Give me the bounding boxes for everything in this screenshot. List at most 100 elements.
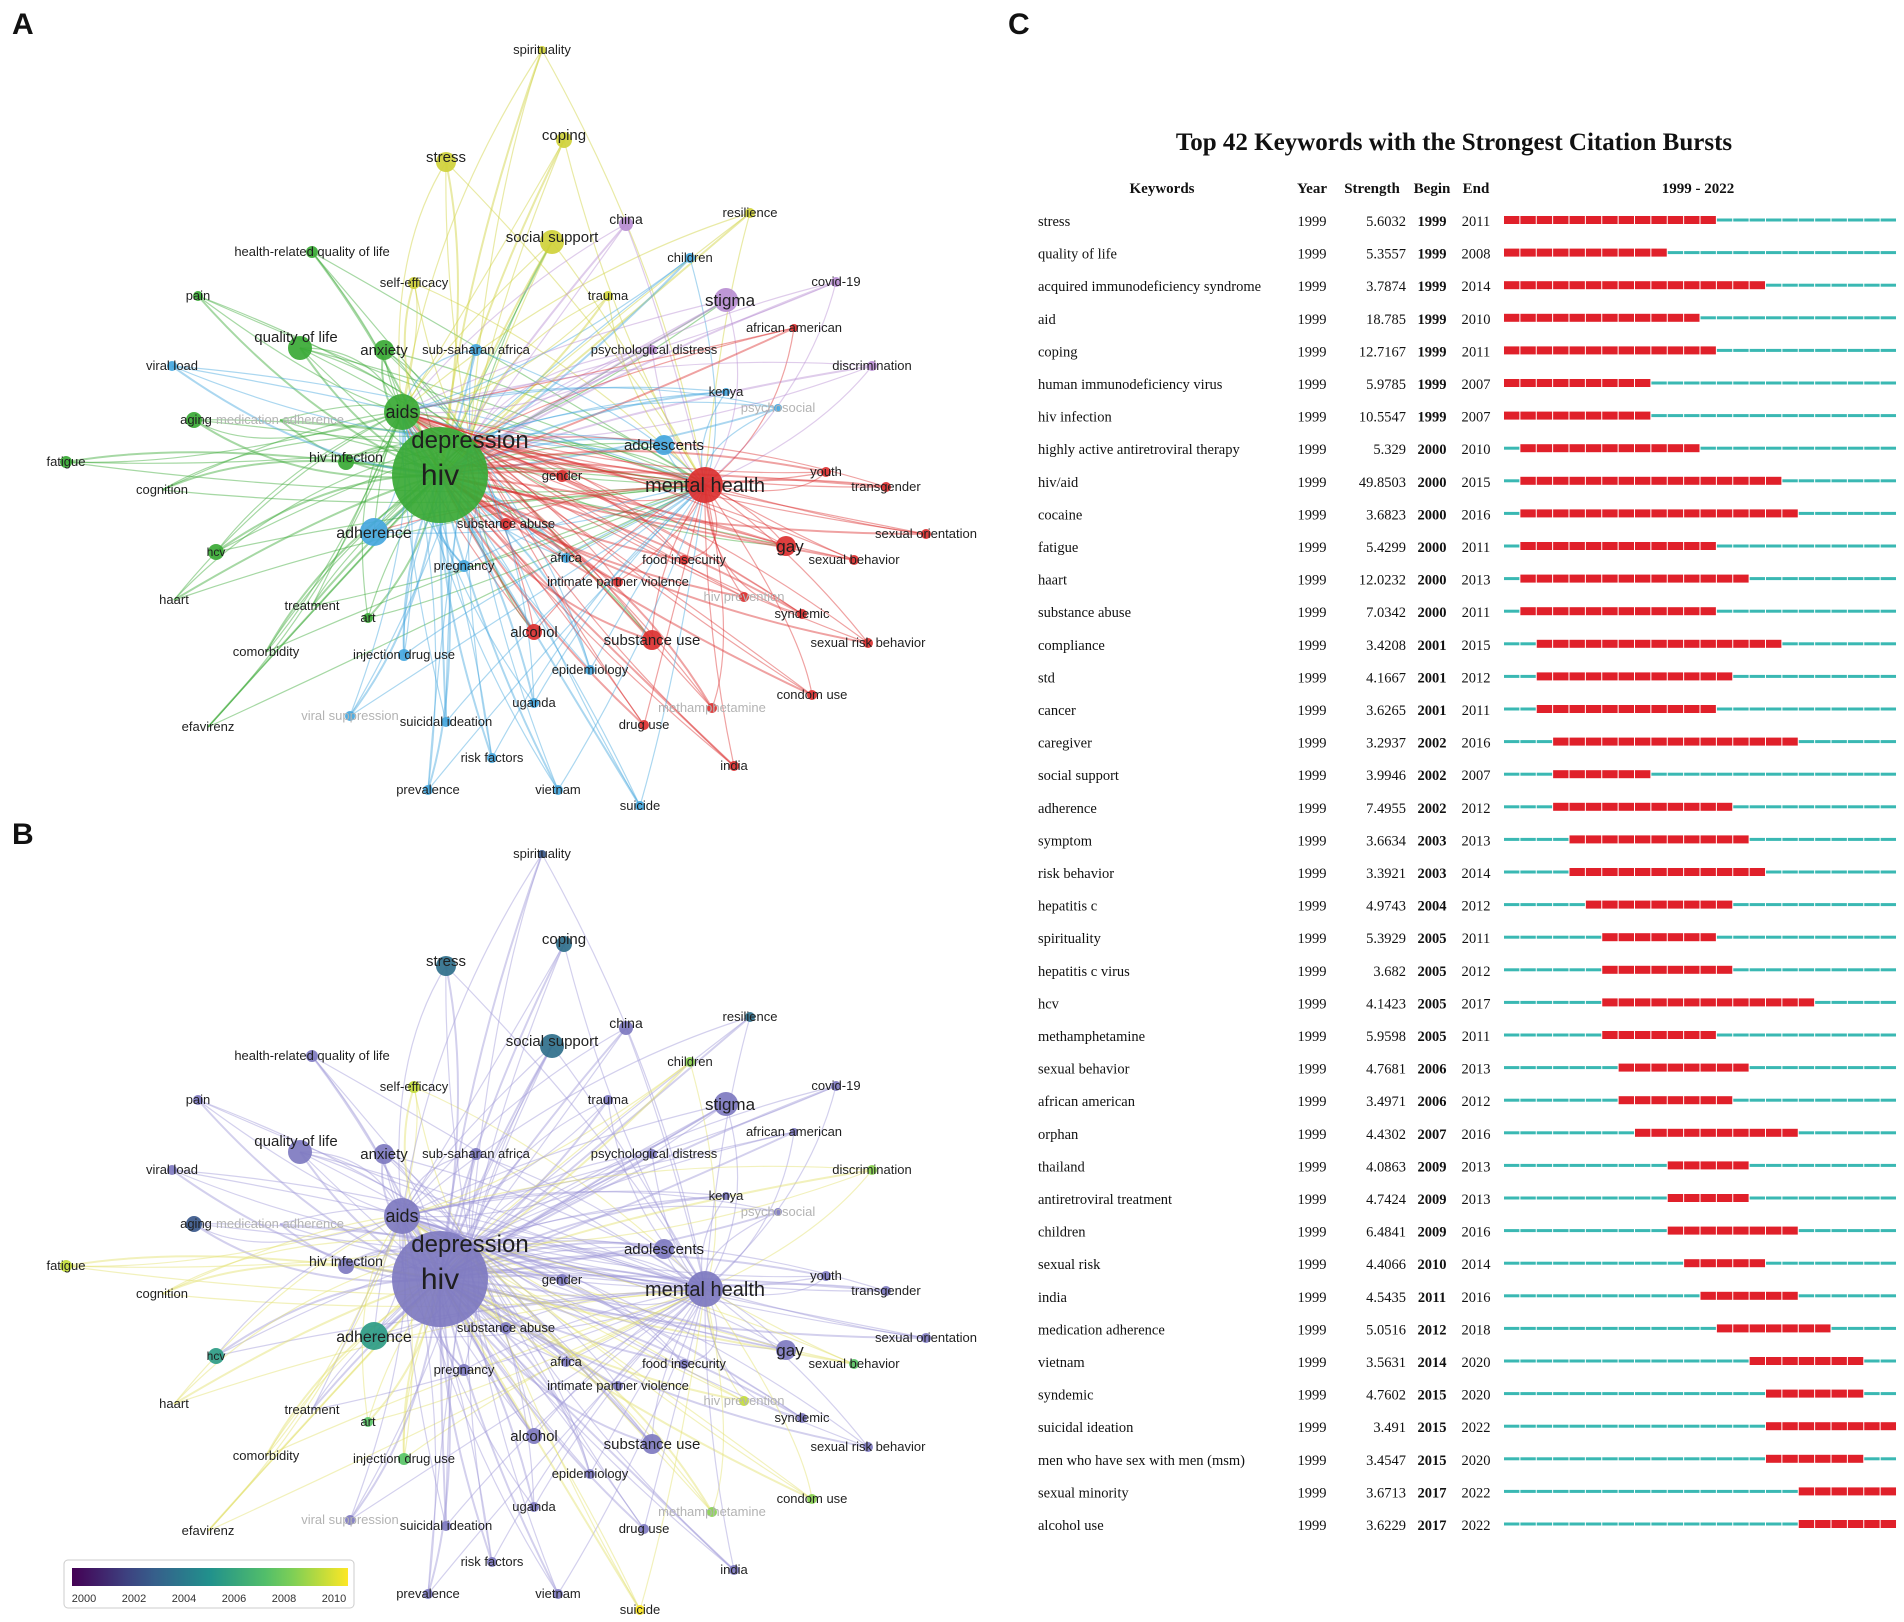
timeline-cell [1602, 1261, 1618, 1265]
timeline-cell [1782, 1422, 1798, 1431]
edge [704, 281, 837, 486]
node-label-adherence: adherence [336, 1329, 412, 1346]
timeline-cell [1815, 1229, 1831, 1233]
timeline-cell [1635, 1096, 1651, 1105]
edge [651, 484, 706, 641]
node-label-art: art [360, 610, 376, 625]
timeline-cell [1569, 802, 1585, 811]
timeline-cell [1585, 1196, 1602, 1200]
timeline-cell [1880, 837, 1897, 841]
node-label-hiv-prevention: hiv prevention [704, 589, 785, 604]
timeline-cell [1766, 1291, 1782, 1300]
row-begin: 2009 [1418, 1159, 1447, 1175]
edge [469, 1243, 745, 1402]
column-header-1999-2022: 1999 - 2022 [1662, 181, 1735, 197]
edge [704, 484, 725, 709]
edge [563, 943, 706, 1290]
edge [401, 1215, 887, 1292]
node-label-sexual-behavior: sexual behavior [808, 1356, 900, 1371]
node-label-aging: aging [180, 1216, 212, 1231]
node-label-transgender: transgender [851, 1283, 921, 1298]
timeline-cell [1733, 1424, 1749, 1428]
timeline-cell [1798, 218, 1815, 222]
timeline-cell [1798, 446, 1815, 450]
timeline-cell [1880, 316, 1897, 320]
timeline-cell [1651, 1457, 1667, 1461]
timeline-cell [1667, 313, 1684, 322]
timeline-cell [1782, 509, 1798, 518]
row-strength: 3.6713 [1366, 1485, 1406, 1501]
row-strength: 3.4208 [1366, 638, 1406, 654]
edge [401, 1085, 837, 1217]
timeline-cell [1651, 1196, 1667, 1200]
timeline-cell [1520, 379, 1536, 387]
timeline-cell [1847, 1422, 1864, 1431]
row-begin: 2009 [1418, 1225, 1447, 1241]
edge [445, 965, 706, 1290]
edge [704, 1288, 803, 1419]
edge [445, 161, 706, 486]
timeline-cell [1880, 1163, 1897, 1167]
timeline-cell [1831, 544, 1847, 548]
timeline-cell [1847, 968, 1864, 972]
node-label-substance-use: substance use [604, 632, 701, 649]
edge [299, 347, 706, 486]
timeline-cell [1864, 316, 1880, 320]
node-children [685, 1057, 695, 1067]
timeline-cell [1700, 446, 1716, 450]
burst-row: aid 1999 18.785 1999 2010 [1038, 312, 1897, 328]
row-end: 2007 [1462, 377, 1491, 393]
edge [439, 1278, 869, 1448]
row-year: 1999 [1298, 214, 1327, 230]
timeline-cell [1569, 672, 1585, 681]
timeline-cell [1684, 1424, 1700, 1428]
timeline-cell [1815, 316, 1831, 320]
edge [704, 1283, 887, 1292]
timeline-cell [1569, 1229, 1585, 1233]
timeline-cell [1831, 1294, 1847, 1298]
timeline-cell [1831, 1066, 1847, 1070]
timeline-cell [1618, 1096, 1635, 1105]
timeline-cell [1585, 737, 1602, 746]
timeline-cell [1602, 900, 1618, 909]
timeline-cell [1569, 1457, 1585, 1461]
timeline-cell [1651, 542, 1667, 550]
timeline-cell [1880, 446, 1897, 450]
node-resilience [745, 1012, 755, 1022]
timeline-cell [1602, 1098, 1618, 1102]
row-strength: 5.4299 [1366, 540, 1406, 556]
row-year: 1999 [1298, 344, 1327, 360]
timeline-cell [1716, 672, 1733, 681]
timeline-cell [1749, 544, 1766, 548]
timeline-cell [1831, 1163, 1847, 1167]
node-label-pregnancy: pregnancy [434, 1362, 495, 1377]
timeline-cell [1847, 479, 1864, 483]
row-strength: 3.4971 [1366, 1094, 1406, 1110]
row-strength: 7.0342 [1366, 605, 1406, 621]
node-anxiety [374, 340, 394, 360]
timeline-cell [1520, 1261, 1536, 1265]
row-end: 2020 [1462, 1355, 1491, 1371]
edge [401, 281, 837, 413]
timeline-cell [1504, 479, 1520, 483]
timeline-cell [1536, 1457, 1553, 1461]
timeline-cell [1749, 281, 1766, 290]
timeline-cell [1684, 1359, 1700, 1363]
timeline-cell [1831, 414, 1847, 418]
row-keyword: alcohol use [1038, 1518, 1104, 1534]
timeline-cell [1618, 705, 1635, 713]
node-methamphetamine [707, 703, 717, 713]
row-end: 2007 [1462, 768, 1491, 784]
timeline-cell [1520, 772, 1536, 776]
timeline-cell [1585, 607, 1602, 616]
timeline-cell [1749, 772, 1766, 776]
edge [401, 299, 727, 413]
timeline-cell [1733, 348, 1749, 352]
timeline-cell [1618, 933, 1635, 942]
timeline-cell [1585, 1033, 1602, 1037]
timeline-cell [1635, 542, 1651, 550]
node-label-trauma: trauma [588, 1092, 629, 1107]
